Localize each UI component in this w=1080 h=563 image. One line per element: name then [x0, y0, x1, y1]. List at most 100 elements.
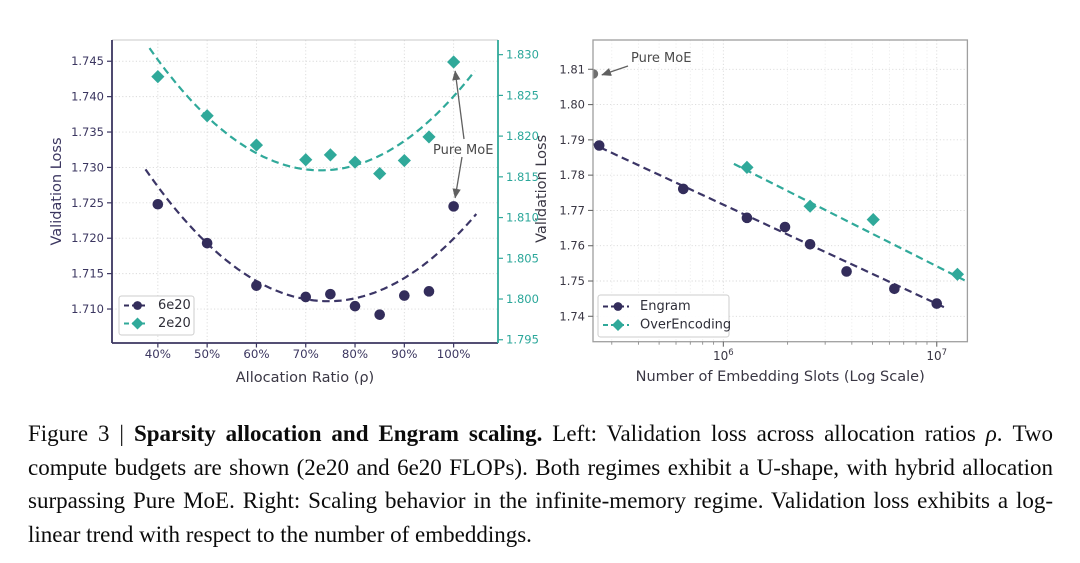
data-point-circle [593, 69, 599, 79]
legend-label-2e20: 2e20 [158, 316, 191, 331]
legend: 6e20 2e20 [118, 295, 195, 336]
y-tick-label-right: 1.795 [506, 333, 539, 347]
series-2e20 [151, 55, 461, 181]
data-point-circle [779, 221, 791, 233]
data-point-circle [374, 309, 385, 320]
legend-label-Engram: Engram [640, 299, 691, 314]
data-point-circle [133, 301, 142, 310]
trend-line [593, 142, 945, 309]
y-tick-label: 1.80 [559, 98, 585, 112]
data-point-diamond [866, 213, 880, 227]
y-tick-label-right: 1.815 [506, 170, 539, 184]
data-point-circle [741, 212, 753, 224]
data-point-diamond [422, 130, 436, 144]
plot-border [592, 39, 969, 343]
y-tick-label: 1.75 [559, 274, 585, 288]
y-tick-label-right: 1.825 [506, 88, 539, 102]
right-chart: 1.81 1.80 1.79 1.78 1.77 1.76 1.75 1.74 106 107 Va… [534, 39, 969, 385]
data-point-circle [399, 290, 410, 301]
data-point-circle [152, 198, 164, 210]
y-tick-label: 1.725 [71, 196, 104, 210]
data-point-circle [804, 239, 816, 250]
y-tick-label: 1.745 [71, 54, 104, 68]
x-tick-label: 107 [926, 348, 947, 363]
data-point-circle [889, 283, 900, 295]
x-axis-title: Allocation Ratio (ρ) [236, 370, 374, 386]
data-point-circle [841, 266, 852, 277]
pure-moe-annotation: Pure MoE [433, 70, 493, 199]
y-tick-label-right: 1.800 [506, 292, 539, 306]
y-tick-label: 1.77 [559, 203, 585, 217]
x-tick-label: 100% [437, 347, 471, 361]
data-point-circle [201, 237, 213, 249]
data-point-circle [325, 288, 336, 300]
caption-body-1: Left: Validation loss across allocation … [542, 421, 986, 446]
x-tick-label: 70% [293, 347, 319, 361]
caption-body-2: . Two compute budgets are shown (2e20 an… [28, 421, 1054, 547]
x-axis-title: Number of Embedding Slots (Log Scale) [636, 369, 925, 385]
y-tick-label: 1.76 [559, 239, 585, 253]
data-point-diamond [373, 166, 387, 181]
trend-line [148, 47, 476, 172]
data-point-circle [251, 280, 262, 291]
y-tick-label: 1.735 [71, 125, 104, 139]
right-chart-plot-area [593, 69, 966, 309]
y-tick-label: 1.720 [71, 231, 104, 245]
figure-canvas: 1.745 1.740 1.735 1.730 1.725 1.720 1.715 1.710… [49, 39, 969, 386]
y-axis-title: Validation Loss [49, 137, 65, 245]
legend-label-OverEncoding: OverEncoding [640, 318, 731, 333]
data-point-diamond [397, 153, 411, 168]
pure-moe-label: Pure MoE [433, 143, 493, 158]
data-point-circle [931, 298, 943, 309]
data-point-diamond [323, 148, 337, 162]
data-point-circle [448, 201, 459, 212]
y-tick-label-right: 1.830 [506, 48, 539, 62]
y-tick-label: 1.78 [559, 168, 585, 182]
x-tick-label: 90% [391, 347, 417, 361]
y-tick-label-right: 1.805 [506, 251, 539, 265]
series-Engram [593, 140, 943, 309]
y-axis-title: Validation Loss [534, 135, 550, 243]
series-6e20 [152, 198, 459, 320]
caption-rho-symbol: ρ [985, 421, 997, 446]
x-tick-label: 40% [145, 347, 171, 361]
data-point-circle [593, 140, 605, 151]
caption-figure-label: Figure 3 | [28, 421, 134, 446]
series-OverEncoding [740, 160, 965, 281]
x-tick-label: 80% [342, 347, 368, 361]
data-point-diamond [740, 160, 754, 174]
left-chart-plot-area [144, 47, 478, 320]
caption-title: Sparsity allocation and Engram scaling. [133, 421, 543, 446]
data-point-diamond [612, 319, 624, 331]
annotation-arrow [452, 70, 465, 140]
y-tick-label-right: 1.810 [506, 211, 539, 225]
data-point-diamond [348, 155, 362, 169]
y-tick-label: 1.710 [71, 302, 104, 316]
pure-moe-annotation: Pure MoE [601, 51, 691, 76]
pure-moe-label: Pure MoE [631, 51, 691, 66]
y-tick-label-right: 1.820 [506, 129, 539, 143]
data-point-diamond [447, 55, 461, 69]
data-point-circle [300, 291, 312, 303]
data-point-diamond [151, 70, 165, 84]
figure-caption: Figure 3 | Sparsity allocation and Engra… [28, 417, 1053, 551]
trend-line [144, 168, 478, 303]
legend-box [597, 294, 730, 338]
y-tick-label: 1.715 [71, 267, 104, 281]
data-point-diamond [299, 153, 313, 167]
legend: Engram OverEncoding [597, 294, 731, 338]
y-tick-label: 1.730 [71, 160, 104, 174]
y-tick-label: 1.74 [559, 309, 585, 323]
data-point-circle [613, 302, 623, 311]
data-point-diamond [803, 199, 817, 213]
data-point-diamond [950, 267, 965, 281]
annotation-arrow [601, 65, 629, 76]
x-tick-label: 60% [243, 347, 269, 361]
data-point-circle [423, 286, 435, 297]
y-tick-label: 1.740 [71, 90, 104, 104]
left-chart: 1.745 1.740 1.735 1.730 1.725 1.720 1.715 1.710… [49, 39, 539, 386]
data-point-circle [349, 300, 361, 312]
data-point-circle [677, 183, 689, 195]
x-tick-label: 106 [713, 348, 734, 363]
y-tick-label: 1.79 [559, 133, 585, 147]
